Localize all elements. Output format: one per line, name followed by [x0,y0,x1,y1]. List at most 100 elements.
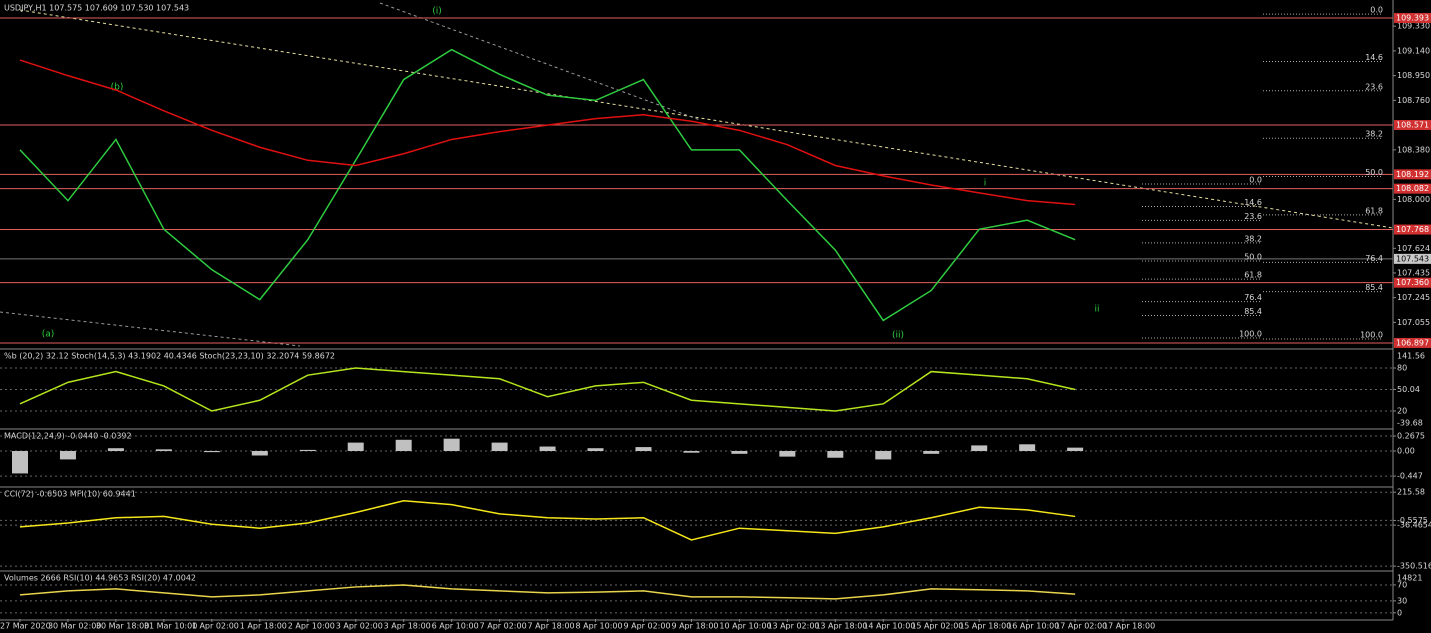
panel-title: %b (20,2) 32.12 Stoch(14,5,3) 43.1902 40… [4,352,335,361]
fib-label: 50.0 [1244,253,1262,262]
wave-label: (ii) [892,331,904,341]
bar [203,451,220,453]
wave-label: (b) [111,83,124,93]
panel-title: Volumes 2666 RSI(10) 44.9653 RSI(20) 47.… [4,574,196,583]
x-tick-label: 13 Apr 02:00 [767,622,819,631]
y-tick-label: 107.435 [1397,268,1430,277]
bar [251,451,268,456]
x-tick-label: 15 Apr 18:00 [959,622,1011,631]
panel-title: CCI(72) -0.6503 MFI(10) 60.9441 [4,490,136,499]
y-tick-label: 0 [1397,608,1402,617]
y-tick-label: -0.5575 [1397,516,1428,525]
fib-label: 61.8 [1244,271,1262,280]
bar [875,451,892,460]
level-label: 109.393 [1396,13,1429,22]
y-tick-label: 30 [1397,596,1407,605]
x-tick-label: 31 Mar 10:00 [144,622,197,631]
x-tick-label: 7 Apr 02:00 [480,622,527,631]
wave-label: (i) [432,7,442,17]
level-label: 108.192 [1396,170,1429,179]
bar [395,439,412,452]
x-tick-label: 14 Apr 10:00 [863,622,915,631]
bar [1067,447,1084,452]
fib-label: 0.0 [1370,6,1383,15]
trend-line [19,9,1394,229]
y-tick-label: 108.000 [1397,195,1430,204]
price-box [1394,253,1431,264]
level-box [1394,337,1431,348]
y-tick-label: 107.055 [1397,318,1430,327]
level-box [1394,224,1431,235]
fib-label: 76.4 [1365,254,1383,263]
x-tick-label: 13 Apr 18:00 [815,622,867,631]
scale-label: -39.68 [1397,419,1423,428]
scale-label: 141.56 [1397,352,1425,361]
x-tick-label: 3 Apr 02:00 [336,622,383,631]
y-tick-label: 0.00 [1397,447,1415,456]
fib-label: 14.6 [1365,53,1383,62]
level-box [1394,183,1431,194]
trend-line [379,2,701,121]
fib-label: 23.6 [1365,82,1383,91]
y-tick-label: 108.950 [1397,71,1430,80]
y-tick-label: -350.5165 [1397,562,1431,571]
level-box [1394,277,1431,288]
level-label: 107.360 [1396,278,1429,287]
bar [827,451,844,458]
y-tick-label: 50.04 [1397,385,1420,394]
x-tick-label: 6 Apr 10:00 [432,622,479,631]
bar [587,448,604,452]
bar [155,449,172,452]
series-line [19,584,1076,600]
fib-label: 14.6 [1244,198,1262,207]
scale-label: 14821 [1397,574,1422,583]
y-tick-label: 108.380 [1397,145,1430,154]
x-tick-label: 7 Apr 18:00 [528,622,575,631]
x-tick-label: 8 Apr 10:00 [576,622,623,631]
wave-label: i [984,179,987,189]
fib-label: 85.4 [1365,283,1383,292]
bar [731,451,748,454]
series-line [19,367,1076,412]
y-tick-label: 107.245 [1397,293,1430,302]
bar [1019,444,1036,452]
fib-label: 85.4 [1244,307,1262,316]
x-tick-label: 10 Apr 10:00 [719,622,771,631]
fib-label: 100.0 [1360,331,1383,340]
bar [347,442,364,452]
x-tick-label: 1 Apr 02:00 [192,622,239,631]
x-tick-label: 3 Apr 18:00 [384,622,431,631]
y-tick-label: 109.330 [1397,22,1430,31]
bar [443,438,460,452]
fib-label: 100.0 [1239,330,1262,339]
fib-label: 0.0 [1249,175,1262,184]
fib-label: 61.8 [1365,206,1383,215]
series-line [19,48,1076,322]
level-label: 108.082 [1396,184,1429,193]
bar [107,448,124,452]
x-tick-label: 30 Mar 18:00 [96,622,149,631]
bar [971,445,988,452]
y-tick-label: 215.58 [1397,488,1425,497]
price-label: 107.543 [1396,254,1429,263]
panel-title: MACD(12,24,9) -0.0440 -0.0392 [4,432,132,441]
trend-line [0,311,301,347]
series-line [19,59,1076,206]
bar [779,451,796,457]
x-tick-label: 30 Mar 02:00 [48,622,101,631]
fib-label: 23.6 [1244,212,1262,221]
y-tick-label: 107.624 [1397,244,1430,253]
x-tick-label: 17 Apr 18:00 [1103,622,1155,631]
y-tick-label: 20 [1397,407,1407,416]
level-label: 107.768 [1396,225,1429,234]
bar [12,451,28,474]
level-label: 108.571 [1396,121,1429,130]
wave-label: ii [1094,305,1099,315]
y-tick-label: 108.760 [1397,96,1430,105]
y-tick-label: 109.140 [1397,46,1430,55]
bar [299,449,316,452]
level-box [1394,169,1431,180]
x-tick-label: 9 Apr 02:00 [623,622,670,631]
